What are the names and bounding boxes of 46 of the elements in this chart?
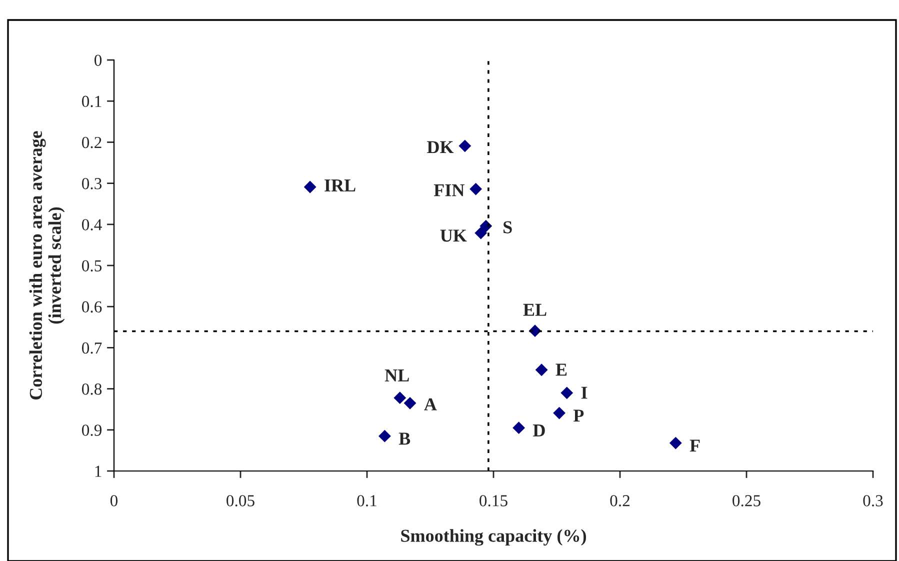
y-tick-label: 0.3 [82,178,102,190]
annotation: NL [384,370,409,382]
y-tick-label: 0.9 [82,424,102,436]
y-tick-label: 0 [94,54,102,66]
point [512,422,526,434]
y-tick-label: 0.7 [82,342,102,354]
y-tick-label: 0.5 [82,260,102,272]
x-tick-label: 0.3 [863,495,883,506]
point [669,436,682,450]
point [470,182,482,196]
annotation: IRL [324,180,356,192]
y-tick-label: 1 [95,466,102,477]
point [474,226,488,240]
point [458,140,472,152]
x-tick-label: 0.1 [357,495,376,506]
x-tick-label: 0 [110,495,118,506]
annotation: I [581,386,588,399]
point [378,430,391,442]
x-tick-label: 0.05 [226,495,254,506]
point [404,396,416,410]
point [535,364,548,376]
y-axis-title: Correletion with euro area average (inverted scale) [29,131,65,400]
annotation: UK [440,230,467,242]
annotation: S [504,221,512,234]
y-tick-label: 0.1 [82,96,102,108]
annotation: F [690,440,700,452]
annotation: FIN [434,184,464,196]
x-tick-label: 0.15 [480,495,508,506]
x-tick-label: 0.25 [732,495,760,506]
y-tick-label: 0.4 [82,219,102,230]
point [304,180,316,194]
x-axis-title: Smoothing capacity (%) [401,529,586,546]
annotation: B [398,432,410,445]
annotation: A [424,398,437,410]
x-tick-label: 0.2 [610,495,630,506]
y-tick-label: 0.2 [82,136,102,148]
annotation: D [533,424,545,436]
annotation: DK [427,141,454,154]
annotation: E [556,364,567,376]
point [553,406,566,420]
point [394,392,406,404]
y-tick-label: 0.8 [82,384,102,395]
y-tick-label: 0.6 [82,301,102,313]
annotation: EL [523,304,546,316]
point [560,386,574,400]
annotation: P [573,410,584,422]
